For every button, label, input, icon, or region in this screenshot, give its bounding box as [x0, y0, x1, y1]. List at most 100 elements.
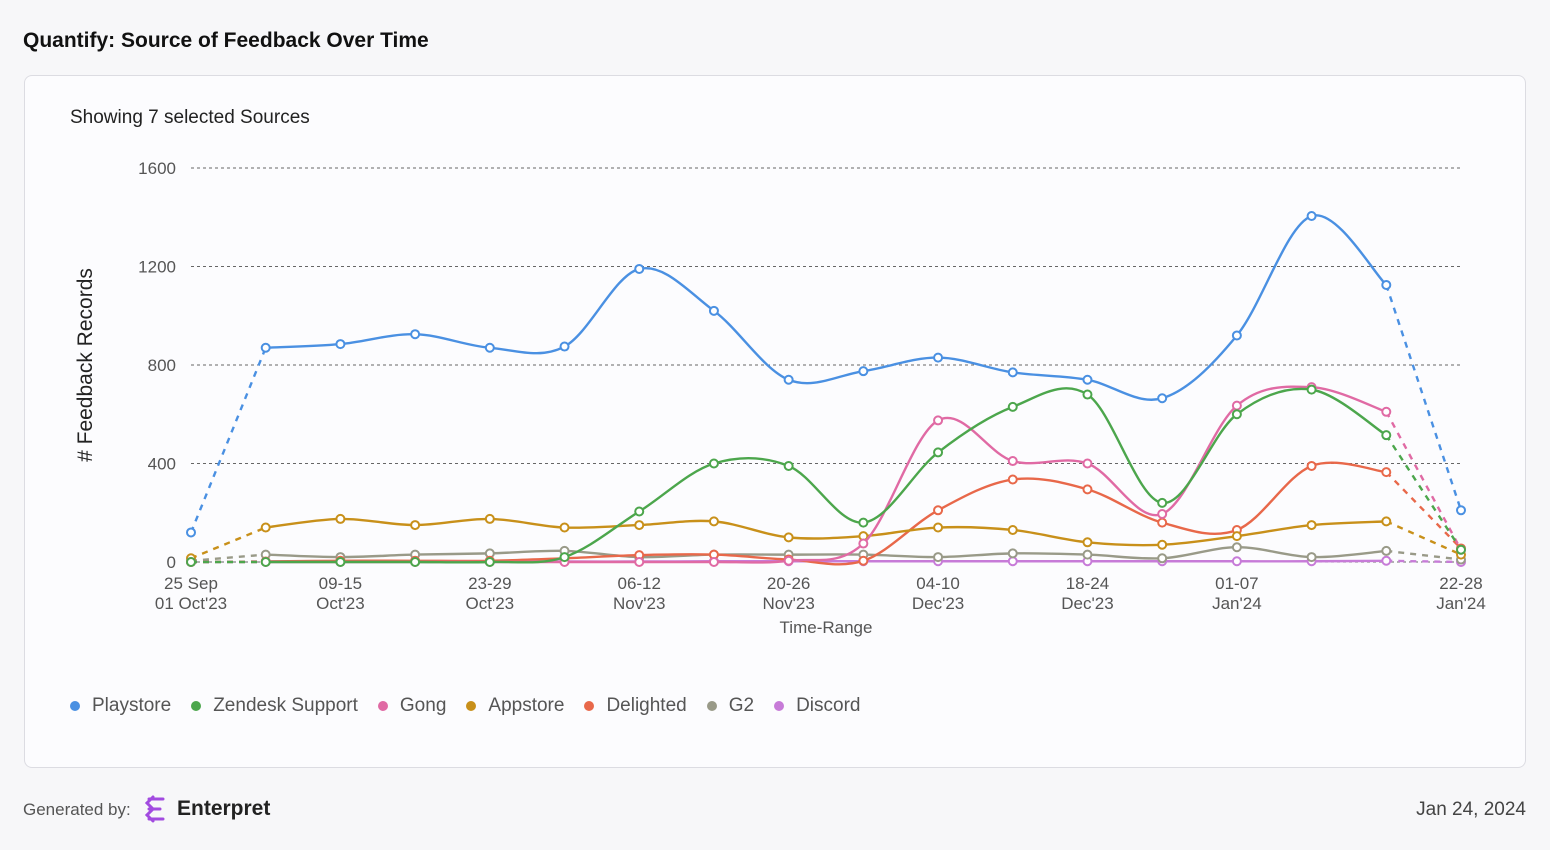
data-point	[933, 552, 944, 563]
legend-item: Discord	[774, 695, 860, 717]
legend-swatch	[191, 701, 202, 711]
legend-swatch	[706, 701, 717, 711]
data-point	[1306, 211, 1317, 222]
series-line	[190, 526, 267, 560]
x-tick-label: 20-26 Nov'23	[762, 574, 815, 613]
data-point	[783, 460, 794, 471]
data-point	[1007, 401, 1018, 412]
x-tick-label: 06-12 Nov'23	[613, 574, 666, 613]
data-point	[1456, 544, 1466, 555]
data-point	[1231, 531, 1242, 542]
y-tick-label: 0	[167, 553, 176, 572]
data-point	[484, 557, 495, 567]
data-point	[484, 513, 495, 524]
y-tick-label: 400	[148, 455, 176, 474]
legend-item: G2	[706, 695, 755, 717]
data-point	[1231, 542, 1242, 553]
data-point	[1082, 374, 1093, 385]
data-point	[1157, 517, 1168, 528]
data-point	[933, 447, 944, 458]
legend-swatch	[584, 701, 595, 711]
x-tick-label: 22-28 Jan'24	[1436, 574, 1486, 613]
legend-label: Playstore	[92, 695, 172, 716]
data-point	[559, 552, 570, 563]
x-tick-label: 09-15 Oct'23	[316, 574, 365, 613]
data-point	[1231, 400, 1242, 411]
x-tick-label: 01-07 Jan'24	[1212, 574, 1262, 613]
legend-label: Discord	[796, 695, 861, 716]
y-axis-title: # Feedback Records	[74, 268, 97, 462]
data-point	[1082, 484, 1093, 495]
data-point	[410, 557, 421, 567]
series-line	[1385, 520, 1462, 556]
data-point	[484, 342, 495, 353]
legend-item: Delighted	[584, 695, 687, 717]
legend-swatch	[377, 701, 388, 711]
page-title: Quantify: Source of Feedback Over Time	[23, 29, 429, 52]
data-point	[634, 520, 645, 531]
legend-label: Delighted	[606, 695, 687, 716]
data-point	[1007, 474, 1018, 485]
data-point	[1381, 545, 1392, 556]
data-point	[1007, 367, 1018, 378]
x-tick-label: 23-29 Oct'23	[465, 574, 515, 613]
data-point	[186, 557, 196, 567]
series-line	[265, 517, 1387, 547]
data-point	[186, 527, 196, 538]
data-point	[1381, 279, 1392, 290]
data-point	[1082, 458, 1093, 469]
data-point	[783, 555, 794, 566]
x-tick-label: 18-24 Dec'23	[1061, 574, 1114, 613]
legend-label: Zendesk Support	[213, 695, 358, 716]
data-point	[335, 557, 346, 567]
data-point	[858, 538, 869, 549]
x-axis-title: Time-Range	[780, 618, 873, 637]
data-point	[783, 374, 794, 385]
data-point	[1381, 467, 1392, 478]
data-point	[1306, 460, 1317, 471]
series-line	[1385, 284, 1463, 511]
data-point	[858, 517, 869, 528]
legend-item: Playstore	[70, 695, 171, 717]
series-line	[1386, 559, 1462, 564]
data-point	[1306, 552, 1317, 563]
series-line	[265, 546, 1387, 560]
legend-swatch	[774, 701, 785, 711]
series-line	[189, 347, 267, 533]
y-tick-label: 800	[148, 356, 176, 375]
data-point	[559, 341, 570, 352]
y-tick-label: 1600	[138, 159, 176, 178]
data-point	[1007, 556, 1018, 567]
series-line	[1385, 471, 1462, 550]
series-line	[265, 214, 1388, 401]
series-line	[1385, 434, 1463, 551]
data-point	[335, 513, 346, 524]
brand: Enterpret	[177, 797, 271, 820]
data-point	[1007, 456, 1018, 467]
data-point	[1381, 406, 1392, 417]
legend-label: G2	[728, 695, 755, 716]
data-point	[1082, 537, 1093, 548]
data-point	[410, 329, 421, 340]
data-point	[1231, 330, 1242, 341]
data-point	[1381, 430, 1392, 441]
series-line	[265, 385, 1387, 564]
data-point	[1157, 539, 1168, 550]
chart-subtitle: Showing 7 selected Sources	[70, 107, 310, 128]
data-point	[1306, 384, 1317, 395]
data-point	[933, 505, 944, 516]
data-point	[1381, 555, 1392, 566]
legend-label: Appstore	[488, 695, 565, 716]
series-line	[190, 553, 266, 562]
series-line	[1385, 411, 1463, 551]
data-point	[1082, 549, 1093, 560]
legend-swatch	[70, 701, 80, 711]
data-point	[1157, 393, 1168, 404]
data-point	[708, 516, 719, 527]
data-point	[1231, 556, 1242, 567]
legend: Playstore Zendesk Support Gong Appstore Deli…	[70, 695, 860, 717]
data-point	[634, 557, 645, 567]
data-point	[1306, 520, 1317, 531]
